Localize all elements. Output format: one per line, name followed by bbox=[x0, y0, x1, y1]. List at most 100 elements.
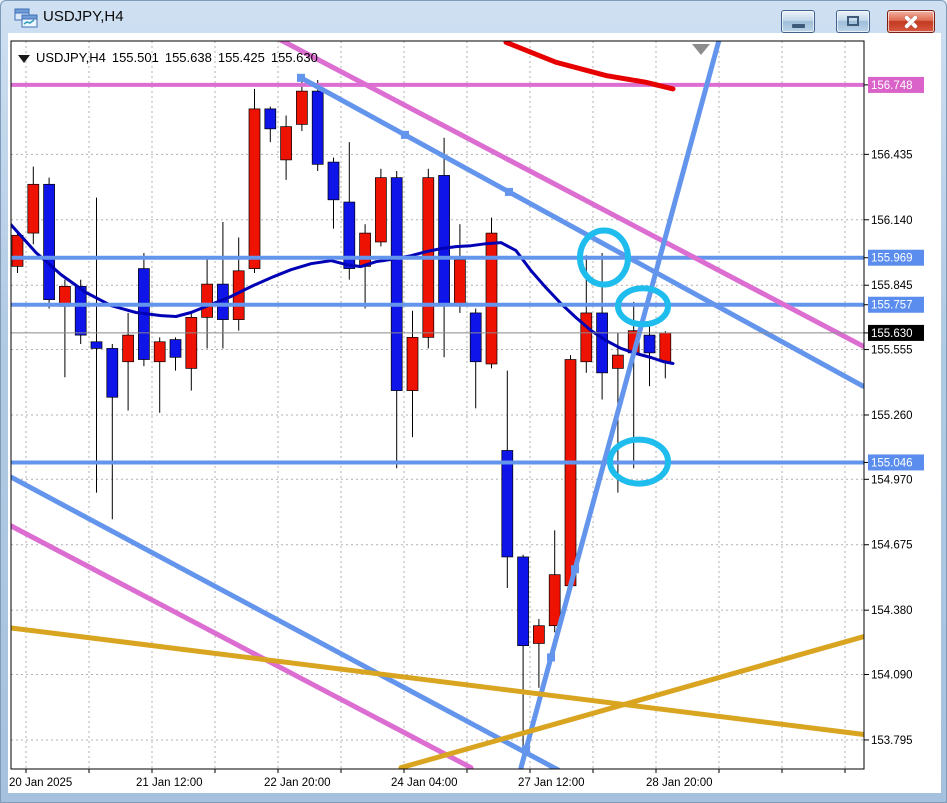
bull-candle-body bbox=[11, 234, 24, 267]
price-label-highlight bbox=[868, 454, 924, 471]
highlight-ellipse[interactable] bbox=[607, 436, 671, 487]
price-label-highlight bbox=[868, 249, 924, 266]
bear-candle-body bbox=[643, 334, 656, 354]
bull-candle-body bbox=[359, 232, 371, 267]
bull-candle-body bbox=[548, 574, 561, 627]
gray-triangle-marker[interactable] bbox=[692, 44, 710, 55]
price-axis-label: 154.970 bbox=[871, 474, 913, 486]
price-label-highlight bbox=[868, 76, 924, 93]
bear-candle-body bbox=[343, 201, 356, 269]
chart-window-icon bbox=[14, 8, 38, 28]
bull-candle-body bbox=[406, 336, 419, 391]
gold-descending-trendline[interactable] bbox=[11, 625, 864, 737]
bull-candle-body bbox=[201, 283, 213, 318]
price-axis-label: 156.435 bbox=[871, 149, 913, 161]
trendline-anchor-square[interactable] bbox=[505, 187, 513, 196]
chart-client-area bbox=[8, 33, 941, 793]
bull-candle-body bbox=[612, 354, 624, 369]
bull-candle-body bbox=[580, 312, 593, 363]
bull-candle-body bbox=[122, 334, 134, 363]
price-axis[interactable]: 156.748 156.435 156.140 155.969 155.845 155.7… bbox=[864, 76, 924, 747]
bear-candle-body bbox=[90, 341, 103, 349]
titlebar[interactable]: USDJPY,H4 bbox=[1, 1, 946, 33]
ohlc-header: USDJPY,H4 155.501 155.638 155.425 155.630 bbox=[18, 50, 324, 65]
bull-candle-body bbox=[153, 341, 166, 363]
bear-candle-body bbox=[501, 450, 514, 558]
ohlc-high: 155.638 bbox=[164, 50, 212, 65]
bear-candle-body bbox=[390, 177, 403, 391]
time-axis-label: 28 Jan 20:00 bbox=[646, 777, 713, 789]
price-axis-label: 154.380 bbox=[871, 605, 913, 617]
bull-candle-body bbox=[533, 625, 545, 644]
trendline-anchor-square[interactable] bbox=[571, 565, 579, 574]
bull-candle-body bbox=[564, 359, 577, 587]
bear-candle-body bbox=[43, 183, 55, 300]
price-axis-label: 154.675 bbox=[871, 540, 913, 552]
bear-candle-body bbox=[311, 90, 324, 165]
ohlc-close: 155.630 bbox=[270, 50, 318, 65]
bear-candle-body bbox=[74, 285, 87, 336]
blue-channel-lower-trendline[interactable] bbox=[11, 474, 561, 770]
price-label-highlight bbox=[868, 324, 924, 341]
minimize-button[interactable] bbox=[781, 10, 815, 33]
bear-candle-body bbox=[596, 312, 608, 374]
gold-ascending-trendline[interactable] bbox=[398, 634, 864, 769]
time-axis[interactable]: 20 Jan 2025 21 Jan 12:00 22 Jan 20:00 24 Ja… bbox=[9, 769, 846, 789]
price-axis-label: 155.046 bbox=[871, 457, 913, 469]
price-axis-label: 155.969 bbox=[871, 253, 913, 265]
maximize-icon bbox=[847, 16, 859, 26]
price-axis-label: 154.090 bbox=[871, 670, 913, 682]
pink-lower-trendline[interactable] bbox=[11, 523, 474, 769]
price-axis-label: 153.795 bbox=[871, 735, 913, 747]
time-axis-label: 22 Jan 20:00 bbox=[264, 777, 331, 789]
bear-candle-body bbox=[106, 348, 119, 398]
red-arc-object[interactable] bbox=[503, 41, 676, 92]
time-axis-label: 27 Jan 12:00 bbox=[518, 777, 585, 789]
minimize-icon bbox=[791, 24, 805, 28]
bull-candle-body bbox=[185, 317, 198, 369]
bear-candle-body bbox=[169, 339, 182, 358]
trendline-anchor-square[interactable] bbox=[297, 73, 305, 82]
blue-steep-ascending-trendline[interactable] bbox=[518, 40, 722, 769]
trendline-anchor-square[interactable] bbox=[547, 653, 555, 662]
ohlc-low: 155.425 bbox=[217, 50, 265, 65]
price-axis-label: 156.140 bbox=[871, 215, 913, 227]
price-axis-label: 155.555 bbox=[871, 345, 913, 357]
plot-border bbox=[10, 40, 865, 770]
bull-candle-body bbox=[296, 90, 308, 125]
maximize-button[interactable] bbox=[836, 10, 870, 33]
bear-candle-body bbox=[327, 161, 340, 201]
bull-candle-body bbox=[485, 232, 498, 365]
window-title: USDJPY,H4 bbox=[43, 8, 124, 25]
bull-candle-body bbox=[248, 108, 261, 269]
highlight-ellipse[interactable] bbox=[615, 285, 671, 328]
price-axis-label: 155.260 bbox=[871, 410, 913, 422]
ohlc-symbol: USDJPY,H4 bbox=[36, 50, 106, 65]
time-axis-label: 20 Jan 2025 bbox=[9, 777, 72, 789]
blue-channel-upper-trendline[interactable] bbox=[298, 75, 864, 389]
bear-candle-body bbox=[264, 108, 277, 130]
bull-candle-body bbox=[27, 183, 40, 234]
pink-descending-trendline[interactable] bbox=[278, 40, 864, 349]
price-label-highlight bbox=[868, 296, 924, 313]
price-axis-label: 155.845 bbox=[871, 280, 913, 292]
symbol-dropdown-triangle-icon[interactable] bbox=[18, 54, 30, 63]
highlight-ellipse[interactable] bbox=[577, 227, 631, 288]
bear-candle-body bbox=[469, 312, 482, 363]
bull-candle-body bbox=[659, 332, 672, 362]
bull-candle-body bbox=[454, 259, 466, 305]
trendline-anchor-square[interactable] bbox=[401, 130, 409, 139]
bull-candle-body bbox=[375, 177, 387, 243]
price-axis-label: 155.630 bbox=[871, 328, 913, 340]
bear-candle-body bbox=[438, 175, 450, 305]
close-button[interactable] bbox=[887, 10, 935, 33]
trendline-anchor-square[interactable] bbox=[522, 745, 530, 754]
bull-candle-body bbox=[280, 126, 292, 161]
candlestick-series bbox=[11, 80, 672, 768]
price-axis-label: 155.757 bbox=[871, 300, 913, 312]
time-axis-label: 21 Jan 12:00 bbox=[136, 777, 203, 789]
moving-average-line bbox=[11, 223, 675, 365]
ohlc-open: 155.501 bbox=[111, 50, 159, 65]
